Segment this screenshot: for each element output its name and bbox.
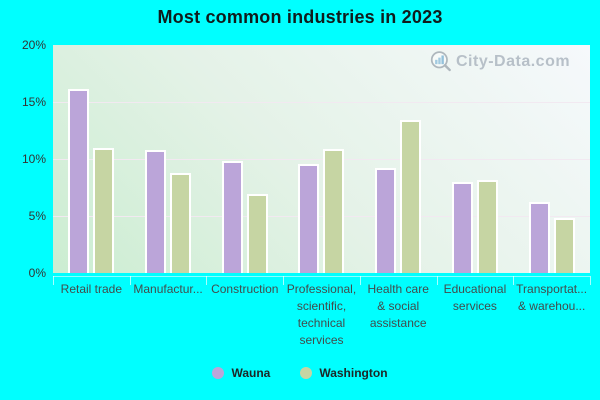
bar-wauna[interactable] [68,89,90,273]
x-axis-tick [283,276,285,285]
legend-item-wauna[interactable]: Wauna [212,366,270,380]
chart-title: Most common industries in 2023 [157,7,443,27]
x-axis-tick [513,276,515,285]
watermark: City-Data.com [429,50,570,74]
category-label: Health care & social assistance [367,282,429,330]
category-label: Retail trade [60,282,123,296]
bar-wauna[interactable] [298,163,320,273]
bar-wauna[interactable] [145,149,167,273]
bar-wauna[interactable] [375,168,397,273]
x-axis-labels: Retail trade Manufactur... Construction Pro… [53,281,590,349]
x-axis-tick [359,276,361,285]
category-label: Manufactur... [133,282,203,296]
bar-wauna[interactable] [451,181,473,273]
legend-label: Washington [319,366,388,380]
x-axis-tick [436,276,438,285]
bar-washington[interactable] [93,147,115,273]
legend-marker-icon [300,367,313,379]
x-axis-tick [590,276,591,285]
bar-washington[interactable] [170,172,192,273]
y-axis-tick-label: 0% [28,266,46,280]
bar-washington[interactable] [400,120,422,273]
x-axis-tick [129,276,131,285]
category-group [53,45,130,273]
category-label: Transportat... & warehou... [516,282,588,313]
legend-item-washington[interactable]: Washington [300,366,388,380]
gridline [53,216,590,217]
y-axis-tick-label: 5% [28,209,46,223]
category-group [513,45,590,273]
category-group [206,45,283,273]
plot-area [53,45,590,273]
bar-washington[interactable] [476,179,498,273]
category-group [360,45,437,273]
y-axis-tick-label: 20% [21,38,46,52]
y-axis-tick-label: 10% [21,152,46,166]
category-label: Professional, scientific, technical serv… [286,282,357,347]
bar-washington[interactable] [246,194,268,273]
bar-wauna[interactable] [221,161,243,273]
category-group [130,45,207,273]
category-group [437,45,514,273]
magnifier-chart-icon [429,50,453,74]
category-label: Construction [211,282,279,296]
watermark-text: City-Data.com [456,53,571,70]
x-axis-tick [206,276,208,285]
bar-washington[interactable] [323,148,345,273]
bar-washington[interactable] [553,218,575,273]
gridline [53,159,590,160]
category-label: Educational services [443,282,507,313]
category-group [283,45,360,273]
legend: Wauna Washington [0,366,600,380]
x-axis-tick [53,276,54,285]
legend-label: Wauna [231,366,271,380]
gridline [53,102,590,103]
legend-marker-icon [212,367,225,379]
x-axis-line [53,276,590,277]
bar-wauna[interactable] [528,202,550,273]
y-axis-tick-label: 15% [21,95,46,109]
